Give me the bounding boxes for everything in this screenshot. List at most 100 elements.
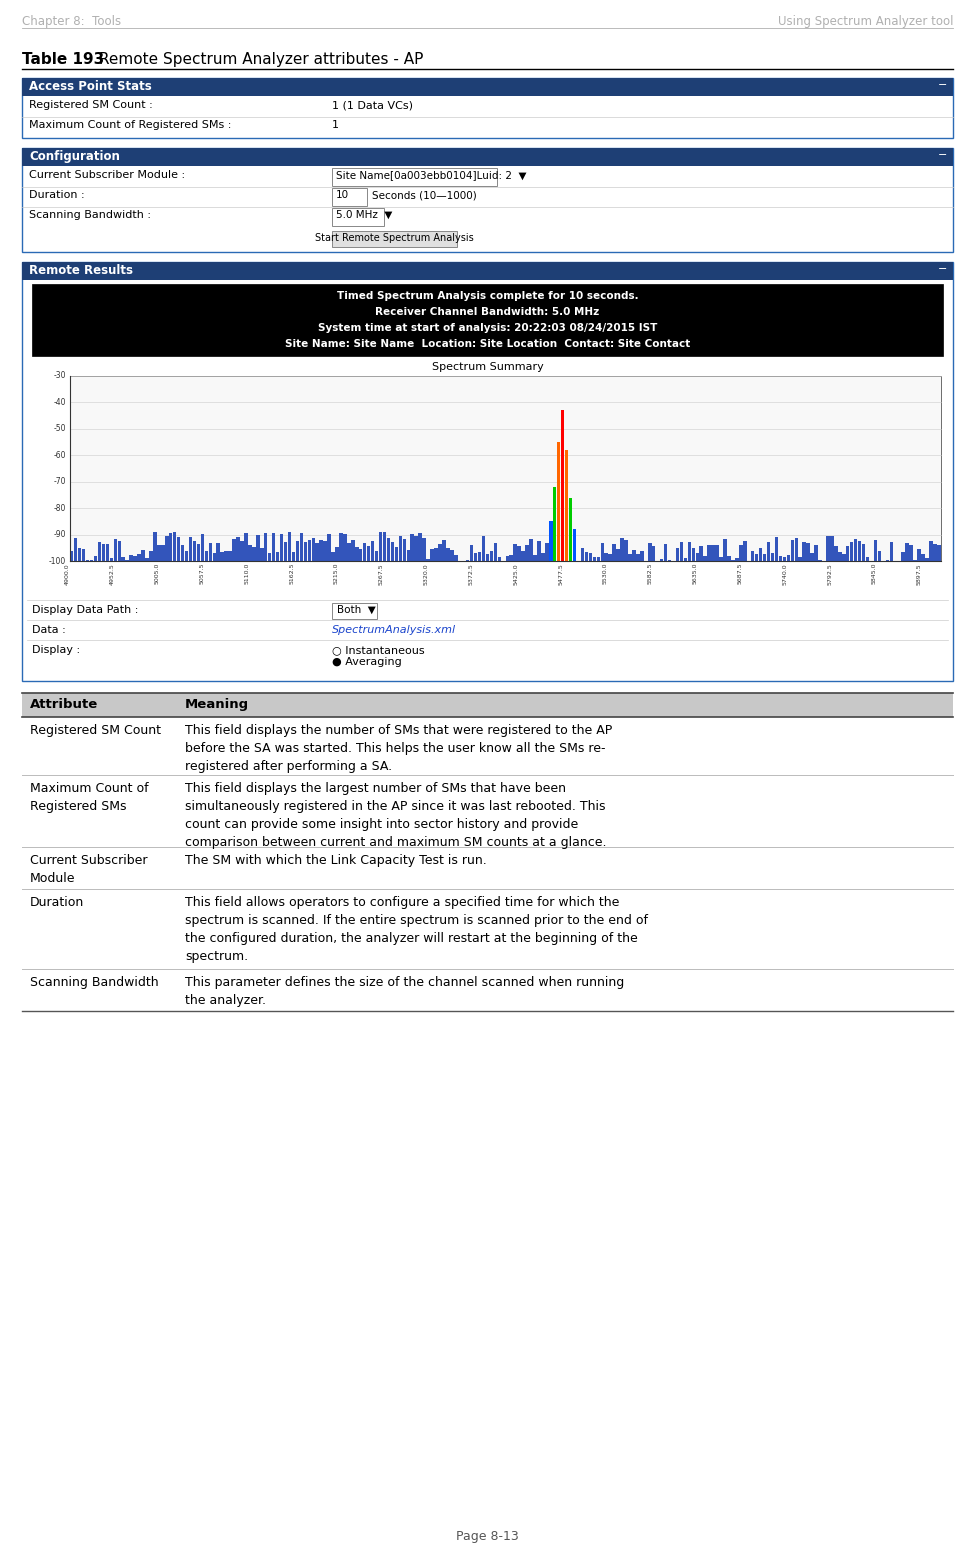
Bar xyxy=(660,558,663,561)
Bar xyxy=(814,546,818,561)
Bar xyxy=(759,547,762,561)
Bar xyxy=(122,557,125,561)
Bar xyxy=(22,148,953,166)
Bar xyxy=(771,554,774,561)
Bar xyxy=(620,538,624,561)
Bar xyxy=(497,557,501,561)
Bar xyxy=(173,532,176,561)
Text: ● Averaging: ● Averaging xyxy=(332,658,402,667)
Bar xyxy=(664,544,667,561)
Bar xyxy=(597,557,600,561)
Bar xyxy=(332,208,384,225)
Text: 5162.5: 5162.5 xyxy=(290,563,294,585)
Text: Remote Spectrum Analyzer attributes - AP: Remote Spectrum Analyzer attributes - AP xyxy=(94,51,423,67)
Text: 5687.5: 5687.5 xyxy=(737,563,743,585)
Text: Maximum Count of
Registered SMs: Maximum Count of Registered SMs xyxy=(30,782,148,813)
Bar xyxy=(743,541,747,561)
Bar xyxy=(403,538,406,561)
Bar xyxy=(858,541,861,561)
Bar xyxy=(256,535,259,561)
Text: 4952.5: 4952.5 xyxy=(110,563,115,585)
Bar xyxy=(379,532,382,561)
Text: 5477.5: 5477.5 xyxy=(558,563,564,585)
Bar xyxy=(276,552,280,561)
Bar xyxy=(676,549,680,561)
Bar xyxy=(387,538,390,561)
Bar xyxy=(280,535,284,561)
Bar xyxy=(585,552,588,561)
Bar xyxy=(834,546,838,561)
Text: ○ Instantaneous: ○ Instantaneous xyxy=(332,645,425,655)
Text: This field displays the largest number of SMs that have been
simultaneously regi: This field displays the largest number o… xyxy=(185,782,606,849)
Bar xyxy=(604,552,608,561)
Bar xyxy=(130,555,133,561)
Bar xyxy=(526,546,528,561)
Bar xyxy=(414,535,418,561)
Bar xyxy=(751,550,755,561)
Bar xyxy=(541,552,545,561)
Bar xyxy=(454,555,457,561)
Text: Configuration: Configuration xyxy=(29,149,120,163)
Bar xyxy=(628,554,632,561)
Text: -30: -30 xyxy=(54,372,66,381)
Bar xyxy=(311,538,315,561)
Text: 4900.0: 4900.0 xyxy=(65,563,70,585)
Bar xyxy=(727,557,730,561)
Bar xyxy=(165,536,169,561)
Bar xyxy=(137,554,140,561)
Bar xyxy=(70,376,941,561)
Bar xyxy=(699,546,703,561)
Bar xyxy=(850,541,853,561)
Bar xyxy=(779,557,782,561)
Bar xyxy=(430,549,434,561)
Bar xyxy=(723,540,726,561)
Bar xyxy=(332,168,497,187)
Bar xyxy=(921,554,924,561)
Bar xyxy=(324,541,327,561)
Bar xyxy=(320,540,323,561)
Bar xyxy=(493,543,497,561)
Bar xyxy=(22,969,953,1011)
Bar xyxy=(157,546,161,561)
Text: Start Remote Spectrum Analysis: Start Remote Spectrum Analysis xyxy=(315,233,474,243)
Bar xyxy=(332,188,367,205)
Bar xyxy=(347,543,351,561)
Bar xyxy=(568,498,572,561)
Bar xyxy=(612,544,616,561)
Bar xyxy=(937,546,941,561)
Bar xyxy=(846,546,849,561)
Bar xyxy=(489,552,493,561)
Text: System time at start of analysis: 20:22:03 08/24/2015 IST: System time at start of analysis: 20:22:… xyxy=(318,323,657,333)
Bar xyxy=(209,543,212,561)
Bar xyxy=(220,552,224,561)
Bar xyxy=(802,543,806,561)
Bar xyxy=(118,541,121,561)
Bar xyxy=(197,544,200,561)
Bar xyxy=(22,717,953,774)
Bar xyxy=(299,532,303,561)
Bar xyxy=(874,540,878,561)
Bar xyxy=(910,546,913,561)
Text: This parameter defines the size of the channel scanned when running
the analyzer: This parameter defines the size of the c… xyxy=(185,977,624,1008)
Bar xyxy=(260,549,263,561)
Bar xyxy=(450,550,453,561)
Bar xyxy=(189,536,192,561)
Text: Remote Results: Remote Results xyxy=(29,264,133,277)
Bar xyxy=(82,549,86,561)
Text: This field displays the number of SMs that were registered to the AP
before the : This field displays the number of SMs th… xyxy=(185,725,612,773)
Text: Scanning Bandwidth :: Scanning Bandwidth : xyxy=(29,210,151,219)
Bar xyxy=(830,536,834,561)
Text: Receiver Channel Bandwidth: 5.0 MHz: Receiver Channel Bandwidth: 5.0 MHz xyxy=(375,306,600,317)
Bar xyxy=(708,544,711,561)
Bar xyxy=(22,889,953,969)
Bar xyxy=(213,554,216,561)
Bar xyxy=(652,546,655,561)
Bar xyxy=(478,552,482,561)
Bar xyxy=(486,554,489,561)
Bar xyxy=(691,547,695,561)
Text: 5057.5: 5057.5 xyxy=(200,563,205,585)
Bar xyxy=(806,543,810,561)
Text: -40: -40 xyxy=(54,398,66,407)
Text: Access Point Stats: Access Point Stats xyxy=(29,79,152,93)
Bar xyxy=(680,543,683,561)
